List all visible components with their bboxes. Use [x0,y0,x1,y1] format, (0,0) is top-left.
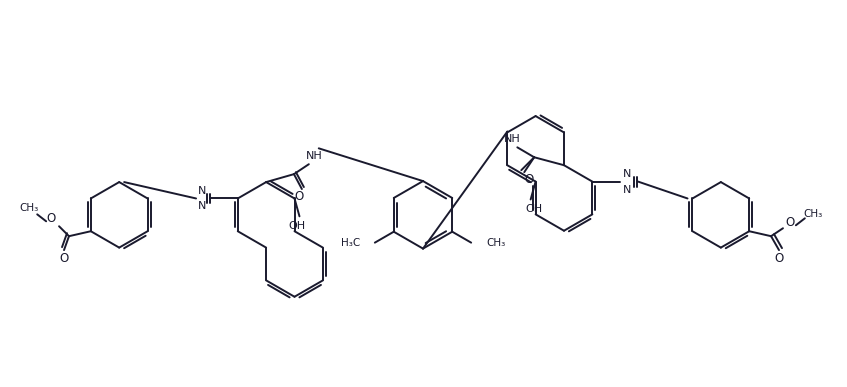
Text: O: O [59,252,69,265]
Text: OH: OH [525,204,542,214]
Text: CH₃: CH₃ [486,238,506,248]
Text: N: N [623,185,631,195]
Text: OH: OH [288,221,305,231]
Text: NH: NH [504,134,521,144]
Text: NH: NH [306,151,322,161]
Text: O: O [785,216,794,229]
Text: N: N [198,185,206,195]
Text: O: O [774,252,783,265]
Text: CH₃: CH₃ [803,209,822,219]
Text: O: O [524,173,534,186]
Text: CH₃: CH₃ [19,204,39,213]
Text: O: O [294,190,303,204]
Text: N: N [623,169,631,179]
Text: H₃C: H₃C [340,238,360,248]
Text: O: O [47,212,56,225]
Text: N: N [198,201,206,211]
